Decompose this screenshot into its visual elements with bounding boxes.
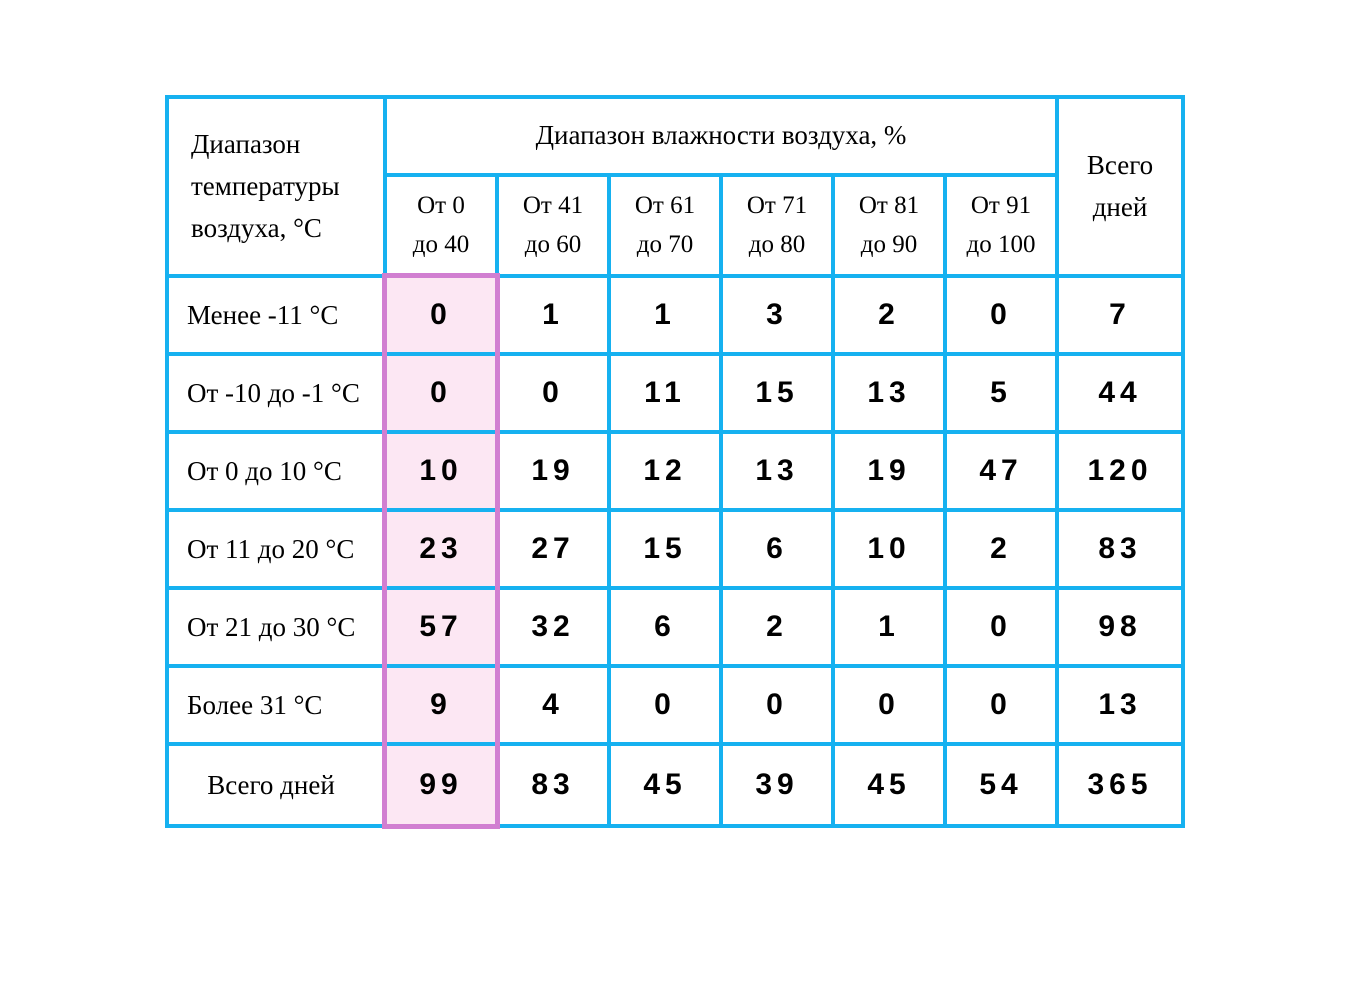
data-cell: 19 bbox=[833, 432, 945, 510]
data-cell: 15 bbox=[721, 354, 833, 432]
humidity-col-1: От 41 до 60 bbox=[497, 175, 609, 277]
row-total: 98 bbox=[1057, 588, 1183, 666]
data-cell: 0 bbox=[497, 354, 609, 432]
data-cell: 2 bbox=[833, 276, 945, 354]
humidity-col-4: От 81 до 90 bbox=[833, 175, 945, 277]
data-cell: 0 bbox=[385, 276, 497, 354]
data-cell: 11 bbox=[609, 354, 721, 432]
data-cell: 19 bbox=[497, 432, 609, 510]
data-cell: 4 bbox=[497, 666, 609, 744]
col-total: 83 bbox=[497, 744, 609, 826]
row-label: От 11 до 20 °С bbox=[167, 510, 385, 588]
header-text: воздуха, °С bbox=[191, 213, 322, 243]
humidity-col-5: От 91 до 100 bbox=[945, 175, 1057, 277]
col-total: 99 bbox=[385, 744, 497, 826]
climate-table: Диапазон температуры воздуха, °С Диапазо… bbox=[165, 95, 1185, 828]
data-cell: 13 bbox=[721, 432, 833, 510]
header-text: дней bbox=[1093, 192, 1148, 222]
table-row: От 21 до 30 °С 57 32 6 2 1 0 98 bbox=[167, 588, 1183, 666]
data-cell: 1 bbox=[609, 276, 721, 354]
data-cell: 6 bbox=[721, 510, 833, 588]
humidity-col-0: От 0 до 40 bbox=[385, 175, 497, 277]
data-cell: 2 bbox=[721, 588, 833, 666]
data-cell: 0 bbox=[721, 666, 833, 744]
data-cell: 2 bbox=[945, 510, 1057, 588]
table-head: Диапазон температуры воздуха, °С Диапазо… bbox=[167, 97, 1183, 276]
table-row: От 0 до 10 °С 10 19 12 13 19 47 120 bbox=[167, 432, 1183, 510]
row-label: От 0 до 10 °С bbox=[167, 432, 385, 510]
data-cell: 27 bbox=[497, 510, 609, 588]
header-text: температуры bbox=[191, 171, 340, 201]
data-cell: 6 bbox=[609, 588, 721, 666]
data-cell: 1 bbox=[497, 276, 609, 354]
data-cell: 0 bbox=[945, 666, 1057, 744]
grand-total: 365 bbox=[1057, 744, 1183, 826]
table-row: Более 31 °С 9 4 0 0 0 0 13 bbox=[167, 666, 1183, 744]
data-cell: 5 bbox=[945, 354, 1057, 432]
data-cell: 23 bbox=[385, 510, 497, 588]
table-body: Менее -11 °С 0 1 1 3 2 0 7 От -10 до -1 … bbox=[167, 276, 1183, 826]
col-total: 45 bbox=[833, 744, 945, 826]
data-cell: 32 bbox=[497, 588, 609, 666]
totals-label: Всего дней bbox=[167, 744, 385, 826]
data-cell: 3 bbox=[721, 276, 833, 354]
row-total: 44 bbox=[1057, 354, 1183, 432]
table-totals-row: Всего дней 99 83 45 39 45 54 365 bbox=[167, 744, 1183, 826]
data-cell: 15 bbox=[609, 510, 721, 588]
table-row: От 11 до 20 °С 23 27 15 6 10 2 83 bbox=[167, 510, 1183, 588]
header-text: Диапазон bbox=[191, 129, 300, 159]
total-days-header: Всего дней bbox=[1057, 97, 1183, 276]
row-label: Менее -11 °С bbox=[167, 276, 385, 354]
humidity-col-2: От 61 до 70 bbox=[609, 175, 721, 277]
data-cell: 0 bbox=[385, 354, 497, 432]
humidity-col-3: От 71 до 80 bbox=[721, 175, 833, 277]
table-row: От -10 до -1 °С 0 0 11 15 13 5 44 bbox=[167, 354, 1183, 432]
col-total: 39 bbox=[721, 744, 833, 826]
data-cell: 10 bbox=[385, 432, 497, 510]
row-total: 120 bbox=[1057, 432, 1183, 510]
table-row: Менее -11 °С 0 1 1 3 2 0 7 bbox=[167, 276, 1183, 354]
row-total: 7 bbox=[1057, 276, 1183, 354]
data-cell: 0 bbox=[609, 666, 721, 744]
temperature-range-header: Диапазон температуры воздуха, °С bbox=[167, 97, 385, 276]
climate-table-container: Диапазон температуры воздуха, °С Диапазо… bbox=[165, 95, 1185, 828]
data-cell: 0 bbox=[833, 666, 945, 744]
row-total: 13 bbox=[1057, 666, 1183, 744]
row-label: Более 31 °С bbox=[167, 666, 385, 744]
humidity-range-group-header: Диапазон влажности воздуха, % bbox=[385, 97, 1057, 175]
data-cell: 47 bbox=[945, 432, 1057, 510]
data-cell: 10 bbox=[833, 510, 945, 588]
data-cell: 0 bbox=[945, 588, 1057, 666]
header-text: Всего bbox=[1087, 150, 1153, 180]
data-cell: 12 bbox=[609, 432, 721, 510]
row-total: 83 bbox=[1057, 510, 1183, 588]
data-cell: 1 bbox=[833, 588, 945, 666]
row-label: От -10 до -1 °С bbox=[167, 354, 385, 432]
data-cell: 13 bbox=[833, 354, 945, 432]
col-total: 54 bbox=[945, 744, 1057, 826]
data-cell: 57 bbox=[385, 588, 497, 666]
row-label: От 21 до 30 °С bbox=[167, 588, 385, 666]
data-cell: 9 bbox=[385, 666, 497, 744]
col-total: 45 bbox=[609, 744, 721, 826]
header-text: Диапазон влажности воздуха, % bbox=[536, 120, 907, 150]
data-cell: 0 bbox=[945, 276, 1057, 354]
